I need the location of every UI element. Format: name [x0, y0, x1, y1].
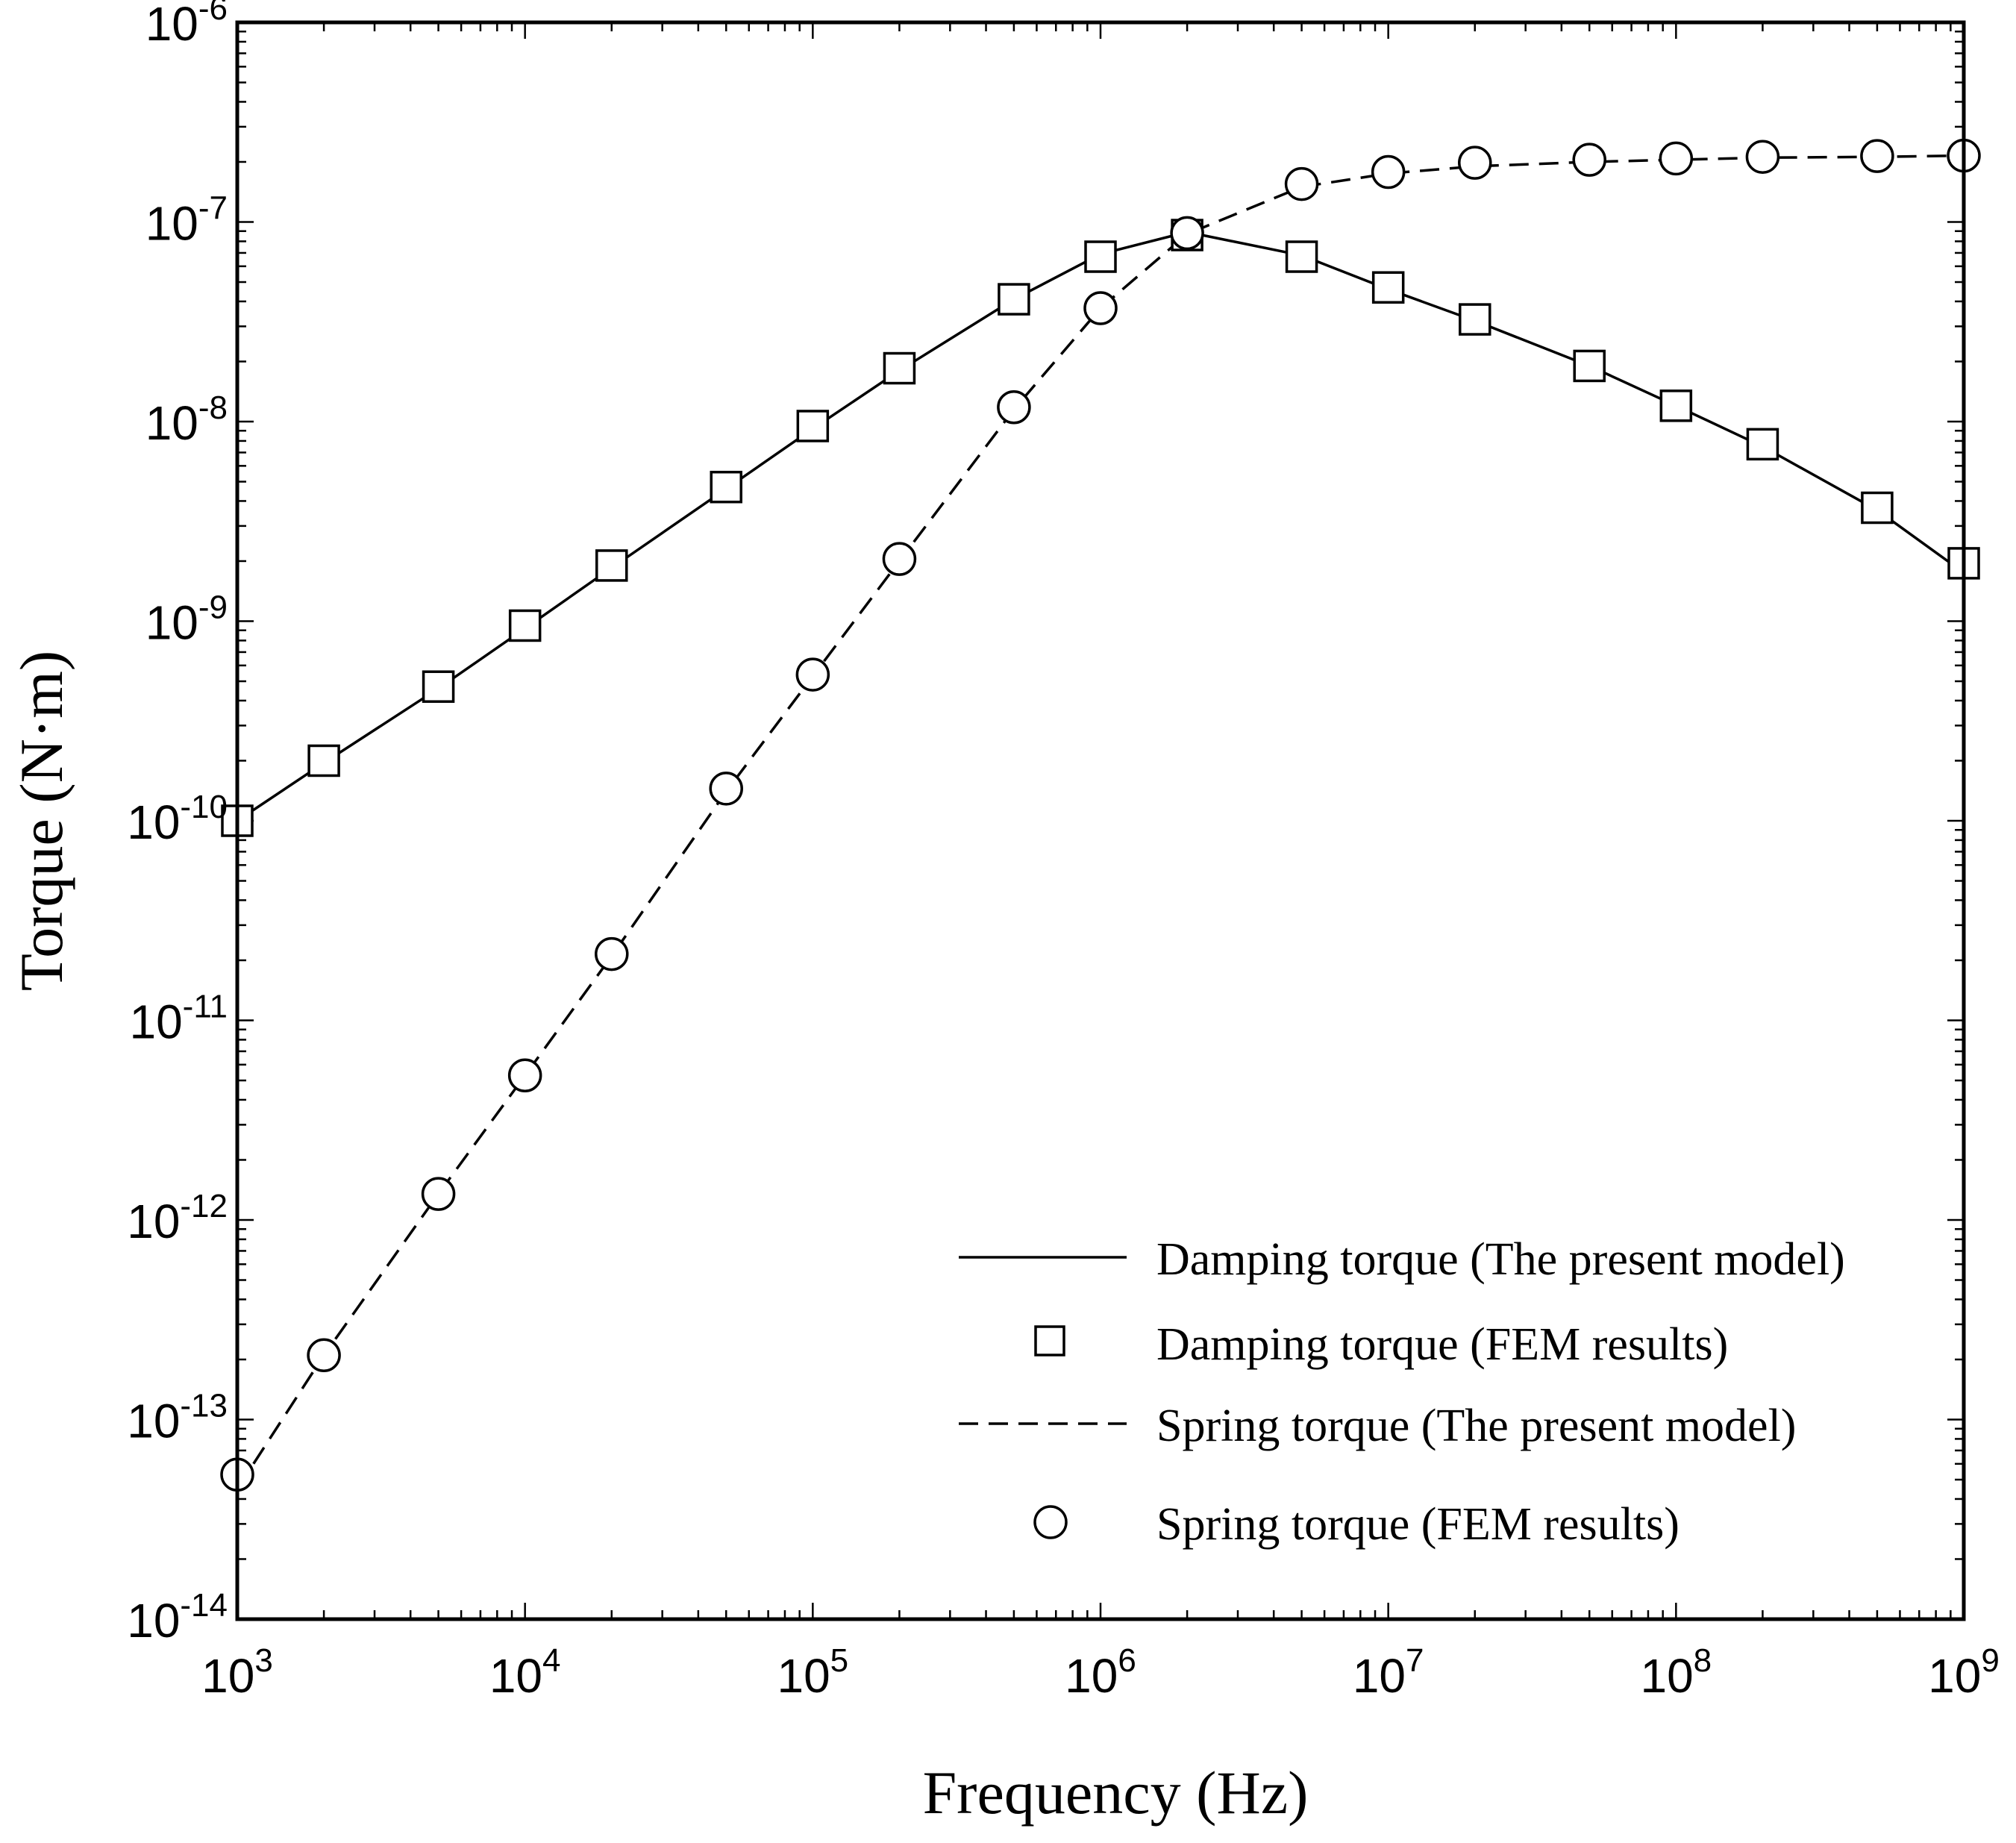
data-point-square [508, 609, 542, 642]
data-point-square [1659, 389, 1693, 422]
series-line-2 [236, 154, 1965, 1490]
legend-label-damping-fem: Damping torque (FEM results) [1156, 1319, 1728, 1370]
data-point-circle [1284, 166, 1319, 201]
plot-frame [235, 20, 1966, 1621]
y-tick-label: 10-9 [145, 589, 228, 650]
legend-label-spring-model: Spring torque (The present model) [1156, 1401, 1796, 1451]
data-point-square [422, 670, 455, 703]
y-tick-label: 10-6 [145, 0, 228, 51]
data-point-circle [1860, 139, 1894, 173]
data-point-square [1459, 303, 1491, 336]
data-point-circle [507, 1058, 542, 1093]
legend-label-damping-model: Damping torque (The present model) [1156, 1234, 1845, 1285]
data-point-square [710, 470, 742, 504]
data-point-square [1084, 240, 1117, 273]
data-point-circle [1458, 146, 1492, 180]
x-tick-label: 106 [1065, 1642, 1136, 1703]
data-point-circle [882, 542, 917, 576]
data-point-circle [1745, 140, 1780, 174]
x-tick-label: 104 [489, 1642, 561, 1703]
data-point-square [796, 410, 830, 442]
y-tick-label: 10-8 [145, 389, 228, 450]
data-point-circle [1371, 154, 1406, 190]
x-tick-label: 107 [1353, 1642, 1424, 1703]
data-point-square [1371, 271, 1405, 304]
data-point-circle [997, 390, 1031, 425]
x-tick-label: 105 [777, 1642, 848, 1703]
legend-swatch-damping-fem [1034, 1325, 1065, 1357]
y-tick-label: 10-11 [129, 989, 228, 1049]
data-point-square [595, 549, 628, 582]
data-point-circle [421, 1177, 456, 1211]
y-tick-label: 10-14 [127, 1587, 228, 1648]
legend-swatch-spring-fem [1033, 1505, 1068, 1539]
y-tick-label: 10-7 [145, 190, 228, 251]
y-axis-label: Torque (N·m) [7, 651, 75, 992]
data-point-circle [1572, 143, 1606, 177]
series-markers [220, 138, 1981, 1492]
series-lines [236, 154, 1965, 1490]
data-point-square [307, 744, 340, 777]
data-point-square [883, 351, 916, 385]
data-point-circle [1170, 216, 1204, 251]
data-point-circle [1083, 291, 1118, 325]
data-point-circle [795, 657, 830, 692]
y-tick-label: 10-12 [127, 1188, 228, 1248]
x-tick-labels: 103 104 105 106 107 108 109 [201, 1642, 2000, 1703]
legend-label-spring-fem: Spring torque (FEM results) [1156, 1499, 1680, 1550]
y-tick-label: 10-13 [127, 1388, 228, 1448]
x-tick-label: 103 [201, 1642, 273, 1703]
x-tick-label: 109 [1928, 1642, 2000, 1703]
data-point-square [1746, 428, 1779, 461]
data-point-circle [709, 772, 743, 806]
data-point-square [1861, 491, 1894, 525]
data-point-square [1573, 349, 1606, 383]
x-tick-label: 108 [1640, 1642, 1712, 1703]
data-point-circle [307, 1338, 341, 1373]
y-tick-label: 10-10 [127, 789, 228, 849]
y-tick-labels: 10-14 10-13 10-12 10-11 10-10 10-9 10-8 10-7 10-… [127, 0, 228, 1648]
x-axis-label: Frequency (Hz) [923, 1759, 1309, 1827]
data-point-square [998, 283, 1030, 316]
data-point-circle [1659, 141, 1694, 176]
data-point-square [1285, 240, 1318, 273]
data-point-circle [595, 936, 629, 971]
legend: Damping torque (The present model) Dampi… [959, 1234, 1845, 1550]
